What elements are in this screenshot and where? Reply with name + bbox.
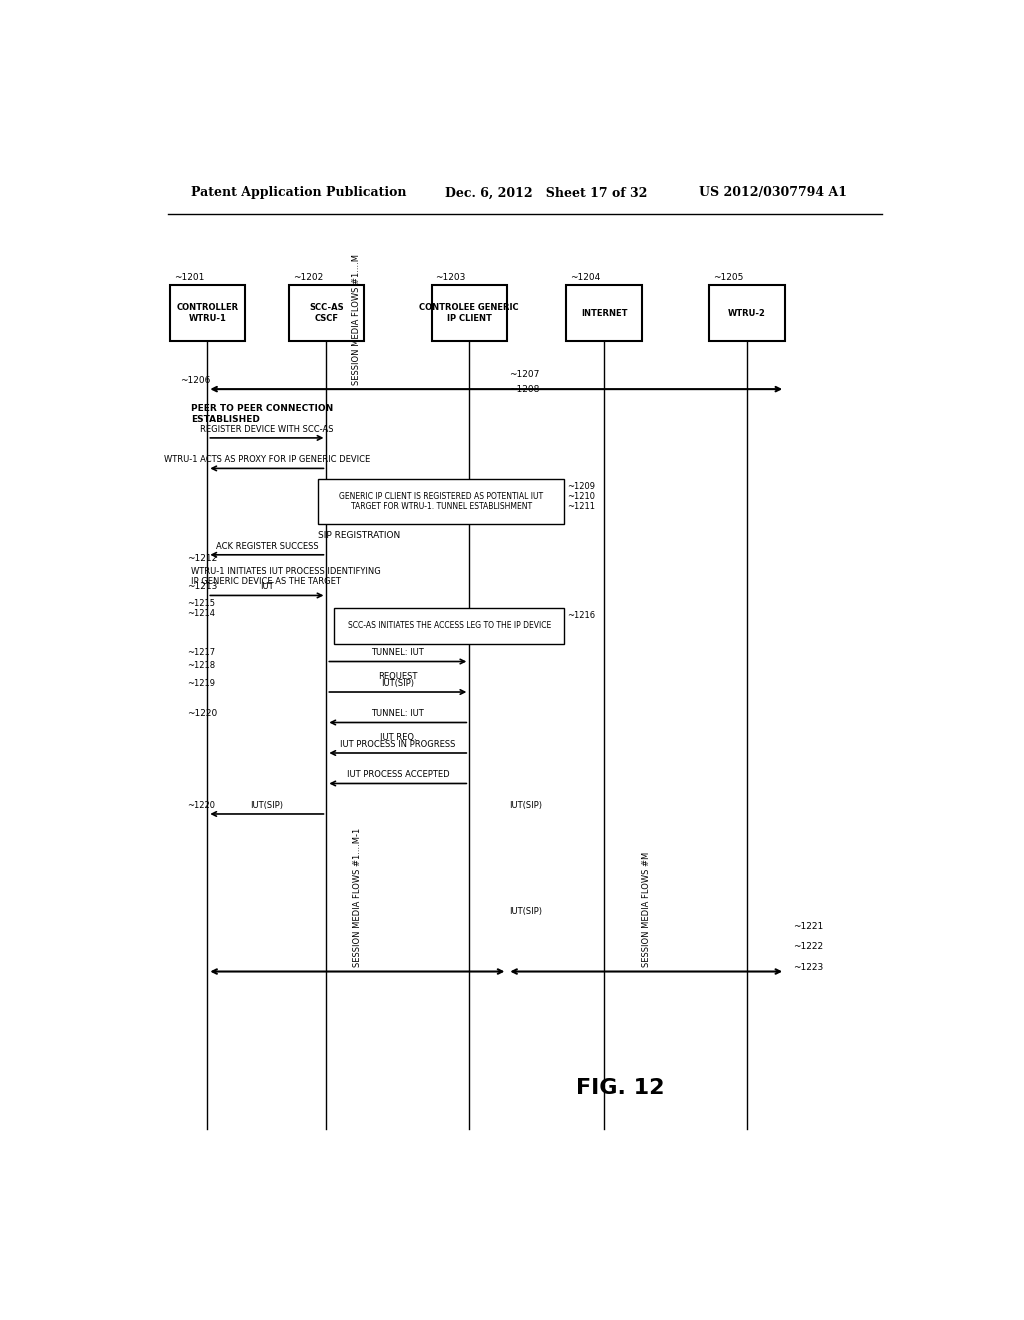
FancyBboxPatch shape — [289, 285, 365, 342]
Text: WTRU-2: WTRU-2 — [728, 309, 766, 318]
Text: REQUEST: REQUEST — [378, 672, 418, 681]
Text: GENERIC IP CLIENT IS REGISTERED AS POTENTIAL IUT
TARGET FOR WTRU-1. TUNNEL ESTAB: GENERIC IP CLIENT IS REGISTERED AS POTEN… — [339, 492, 544, 511]
Text: INTERNET: INTERNET — [581, 309, 628, 318]
Text: ~1207: ~1207 — [509, 370, 540, 379]
Text: TUNNEL: IUT: TUNNEL: IUT — [372, 709, 424, 718]
Text: ~1209: ~1209 — [567, 482, 595, 491]
Text: ~1214: ~1214 — [187, 609, 215, 618]
Text: ~1205: ~1205 — [714, 273, 743, 282]
Text: ~1212: ~1212 — [187, 554, 218, 562]
Text: ~1210: ~1210 — [567, 492, 595, 500]
Text: IUT PROCESS IN PROGRESS: IUT PROCESS IN PROGRESS — [340, 741, 456, 748]
Text: SCC-AS
CSCF: SCC-AS CSCF — [309, 304, 344, 323]
Text: ~1217: ~1217 — [187, 648, 216, 657]
Text: IUT(SIP): IUT(SIP) — [509, 907, 542, 916]
Text: IUT PROCESS ACCEPTED: IUT PROCESS ACCEPTED — [346, 771, 450, 779]
Text: US 2012/0307794 A1: US 2012/0307794 A1 — [699, 186, 848, 199]
Text: CONTROLLER
WTRU-1: CONTROLLER WTRU-1 — [176, 304, 239, 323]
Text: ~1201: ~1201 — [174, 273, 204, 282]
Text: ~1203: ~1203 — [435, 273, 466, 282]
Text: ~1213: ~1213 — [187, 582, 218, 591]
Text: ~1215: ~1215 — [187, 599, 215, 607]
Text: PEER TO PEER CONNECTION
ESTABLISHED: PEER TO PEER CONNECTION ESTABLISHED — [191, 404, 334, 424]
Text: IUT(SIP): IUT(SIP) — [381, 678, 415, 688]
Text: ~1220: ~1220 — [187, 801, 215, 810]
Text: ~1218: ~1218 — [187, 660, 216, 669]
Text: IUT: IUT — [260, 582, 273, 591]
Text: ~1216: ~1216 — [567, 611, 595, 619]
FancyBboxPatch shape — [566, 285, 642, 342]
Text: ~1219: ~1219 — [187, 678, 215, 688]
Text: SCC-AS INITIATES THE ACCESS LEG TO THE IP DEVICE: SCC-AS INITIATES THE ACCESS LEG TO THE I… — [348, 622, 551, 631]
Text: ACK REGISTER SUCCESS: ACK REGISTER SUCCESS — [216, 541, 318, 550]
Text: CONTROLEE GENERIC
IP CLIENT: CONTROLEE GENERIC IP CLIENT — [420, 304, 519, 323]
Text: ~1220: ~1220 — [187, 709, 218, 718]
FancyBboxPatch shape — [334, 607, 564, 644]
Text: WTRU-1 ACTS AS PROXY FOR IP GENERIC DEVICE: WTRU-1 ACTS AS PROXY FOR IP GENERIC DEVI… — [164, 455, 370, 465]
Text: ~1202: ~1202 — [293, 273, 323, 282]
Text: REGISTER DEVICE WITH SCC-AS: REGISTER DEVICE WITH SCC-AS — [200, 425, 334, 434]
Text: SESSION MEDIA FLOWS #M: SESSION MEDIA FLOWS #M — [642, 853, 650, 968]
Text: ~1208: ~1208 — [509, 385, 540, 395]
Text: SESSION MEDIA FLOWS #1....M: SESSION MEDIA FLOWS #1....M — [351, 253, 360, 385]
Text: SESSION MEDIA FLOWS #1....M-1: SESSION MEDIA FLOWS #1....M-1 — [353, 828, 361, 968]
Text: FIG. 12: FIG. 12 — [575, 1078, 665, 1098]
Text: ~1211: ~1211 — [567, 502, 595, 511]
Text: ~1222: ~1222 — [793, 942, 823, 952]
FancyBboxPatch shape — [170, 285, 245, 342]
Text: ~1204: ~1204 — [570, 273, 601, 282]
FancyBboxPatch shape — [318, 479, 564, 524]
Text: IUT(SIP): IUT(SIP) — [509, 801, 542, 810]
Text: IUT REQ.: IUT REQ. — [380, 733, 416, 742]
Text: Dec. 6, 2012   Sheet 17 of 32: Dec. 6, 2012 Sheet 17 of 32 — [445, 186, 648, 199]
FancyBboxPatch shape — [710, 285, 784, 342]
Text: TUNNEL: IUT: TUNNEL: IUT — [372, 648, 424, 657]
Text: WTRU-1 INITIATES IUT PROCESS IDENTIFYING
IP GENERIC DEVICE AS THE TARGET: WTRU-1 INITIATES IUT PROCESS IDENTIFYING… — [191, 568, 381, 586]
FancyBboxPatch shape — [431, 285, 507, 342]
Text: ~1206: ~1206 — [179, 376, 210, 385]
Text: ~1223: ~1223 — [793, 962, 823, 972]
Text: ~1221: ~1221 — [793, 921, 823, 931]
Text: IUT(SIP): IUT(SIP) — [251, 801, 284, 810]
Text: Patent Application Publication: Patent Application Publication — [191, 186, 407, 199]
Text: SIP REGISTRATION: SIP REGISTRATION — [318, 532, 400, 540]
